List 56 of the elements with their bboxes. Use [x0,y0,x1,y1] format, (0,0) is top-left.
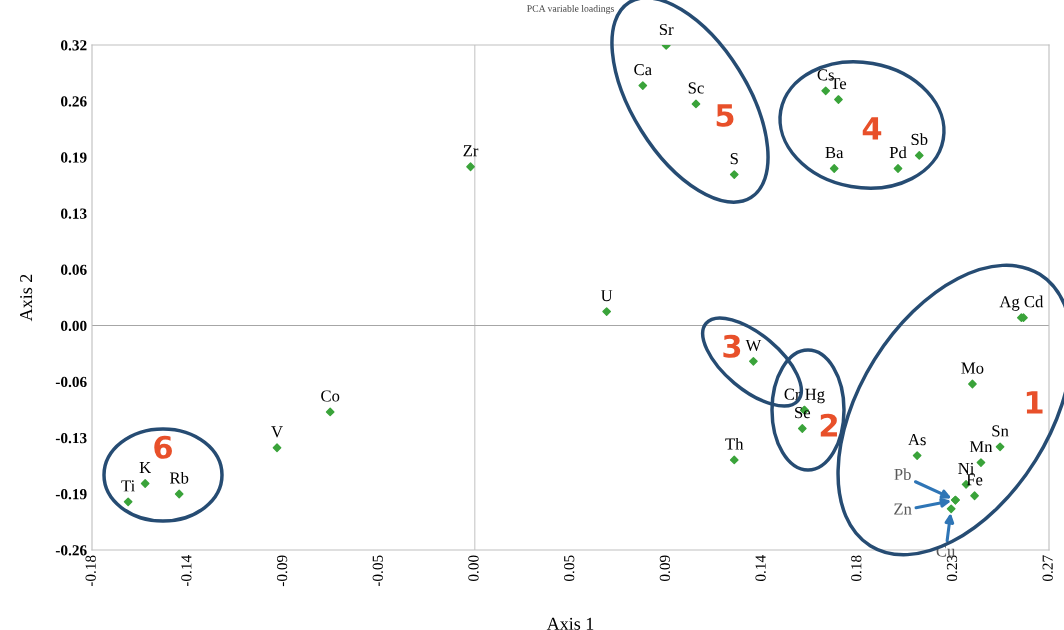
annotation: Mn [969,441,993,453]
y-tick-label: -0.19 [55,489,87,500]
y-tick-label: 0.13 [60,208,87,219]
chart-title: PCA variable loadings [527,4,614,14]
annotation: As [908,434,926,446]
annotation: Cr Hg [784,388,825,404]
y-tick-label: -0.26 [55,545,87,556]
y-tick-label: -0.13 [55,432,87,444]
y-tick-label: 0.06 [60,264,87,275]
annotation: Fe [966,474,983,486]
x-tick-label: -0.18 [85,555,96,587]
annotation: U [600,290,613,302]
x-tick-label: 0.23 [946,555,958,582]
annotation: Sc [688,82,704,94]
y-tick-label: 0.32 [60,40,87,51]
annotation: Sn [992,425,1009,437]
annotation: Ag Cd [999,295,1044,311]
annotation: Rb [169,471,189,484]
annotation: Ba [825,147,844,159]
annotation: 5 [716,104,734,127]
x-tick-label: -0.14 [181,555,192,587]
annotation: V [271,426,283,438]
y-tick-label: 0.26 [60,96,87,107]
annotation: Zr [463,145,479,157]
x-tick-label: 0.09 [659,555,671,582]
x-tick-label: 0.00 [468,555,479,582]
y-tick-label: 0.19 [60,152,87,163]
x-tick-label: -0.05 [372,555,383,587]
annotation: K [139,462,152,474]
annotation: Ni [958,462,975,474]
y-axis-title: Axis 2 [20,274,33,322]
annotation: 1 [1026,391,1043,414]
annotation: Sb [911,133,928,146]
annotation: S [730,153,738,165]
annotation: Ca [634,64,652,76]
annotation: Ti [121,480,135,492]
y-tick-label: -0.06 [55,376,87,388]
annotation: Pb [894,468,911,481]
annotation: 4 [862,117,882,140]
x-tick-label: 0.05 [564,555,575,582]
annotation: 3 [723,334,741,358]
x-axis-title: Axis 1 [546,617,594,630]
annotation: Zn [894,503,912,515]
annotation: 6 [154,435,172,459]
x-tick-label: 0.27 [1042,555,1053,582]
annotation: Th [725,437,744,450]
annotation: Co [321,390,340,402]
x-tick-label: 0.18 [851,555,862,582]
x-tick-label: -0.09 [276,555,288,587]
annotation: Sr [659,23,674,36]
y-tick-label: 0.00 [60,320,87,332]
annotation: 2 [820,413,837,437]
x-tick-label: 0.14 [755,555,766,582]
annotation: Pd [889,146,907,159]
annotation: W [745,339,762,352]
annotation: Mo [961,362,984,374]
